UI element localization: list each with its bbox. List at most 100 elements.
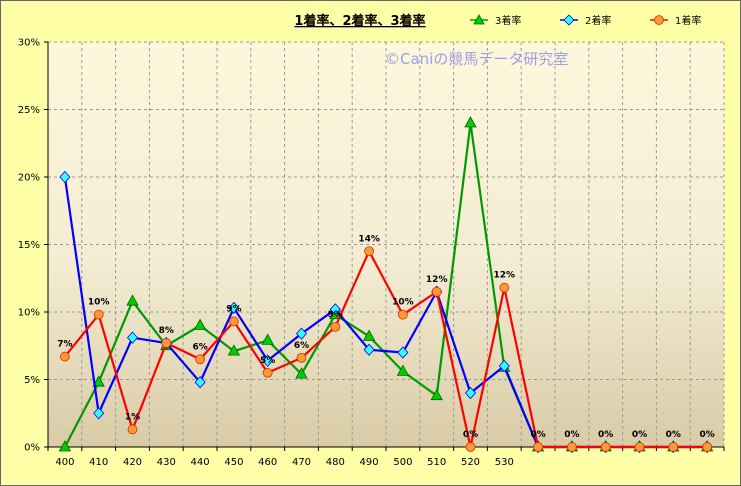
data-label: 6% [192, 342, 207, 352]
x-tick-label: 400 [55, 457, 74, 468]
data-label: 8% [159, 326, 174, 336]
x-tick-label: 470 [292, 457, 311, 468]
x-tick-label: 480 [326, 457, 345, 468]
data-point-triangle [430, 388, 443, 401]
data-point-circle [397, 309, 408, 320]
data-point-circle [93, 309, 104, 320]
data-label: 10% [392, 298, 414, 308]
data-point-diamond [126, 331, 139, 344]
data-point-circle [634, 442, 645, 452]
data-label: 12% [494, 271, 516, 281]
legend-label-2: 2着率 [585, 14, 611, 27]
legend-marker-2 [563, 14, 575, 26]
data-point-triangle [464, 116, 477, 128]
data-point-circle [228, 316, 239, 327]
data-point-triangle [92, 375, 105, 387]
y-tick-label: 10% [18, 308, 40, 319]
data-point-circle [364, 246, 375, 257]
x-tick-label: 530 [495, 457, 514, 468]
data-point-circle [195, 354, 206, 365]
data-point-circle [499, 282, 510, 293]
x-tick-label: 430 [157, 457, 176, 468]
data-label: 9% [226, 304, 241, 314]
data-point-triangle [362, 329, 376, 341]
data-point-circle [567, 442, 577, 452]
legend-label-3: 3着率 [495, 14, 521, 27]
y-tick-label: 30% [18, 38, 40, 49]
legend-marker-3 [473, 14, 485, 25]
data-point-circle [702, 442, 712, 452]
data-point-circle [262, 367, 273, 378]
data-point-triangle [261, 333, 274, 345]
data-label: 12% [426, 275, 448, 285]
data-point-triangle [58, 440, 72, 452]
data-point-diamond [397, 346, 409, 359]
series-group [58, 116, 714, 454]
data-point-diamond [194, 376, 206, 389]
data-point-circle [127, 424, 138, 435]
watermark-text: ©Caniの競馬データ研究室 [385, 50, 568, 68]
data-point-diamond [59, 170, 71, 184]
data-point-circle [668, 442, 679, 452]
y-tick-label: 25% [18, 105, 40, 116]
x-tick-label: 440 [191, 457, 210, 468]
series-line [64, 250, 708, 449]
data-point-triangle [396, 364, 410, 376]
data-point-diamond [329, 303, 341, 316]
x-tick-label: 420 [123, 457, 142, 468]
data-point-diamond [464, 386, 477, 400]
data-point-circle [533, 442, 543, 452]
y-tick-label: 5% [24, 375, 40, 386]
series-2 [60, 246, 712, 452]
data-label: 0% [564, 430, 579, 440]
data-label: 0% [530, 430, 545, 440]
y-tick-label: 20% [18, 173, 40, 184]
x-axis-ticks: 400 410 420 430 440 450 460 470 480 490 500 510 520 5… [47, 447, 725, 468]
data-label: 0% [699, 430, 714, 440]
data-label: 14% [358, 234, 380, 244]
gridlines [48, 41, 725, 447]
data-label: 0% [632, 430, 647, 440]
data-label: 1% [125, 412, 140, 422]
data-point-circle [296, 352, 307, 363]
data-point-circle [60, 351, 70, 362]
data-point-diamond [363, 343, 375, 356]
data-label: 7% [57, 340, 72, 350]
data-point-diamond [498, 359, 510, 373]
data-point-circle [161, 338, 172, 348]
x-tick-label: 450 [224, 457, 243, 468]
y-axis-ticks: 0% 5% 10% 15% 20% 25% 30% [18, 38, 48, 454]
data-label: 0% [463, 430, 478, 440]
data-point-diamond [93, 407, 105, 420]
data-label: 0% [666, 430, 681, 440]
y-tick-label: 15% [18, 240, 40, 251]
data-point-triangle [126, 294, 139, 306]
x-tick-label: 520 [461, 457, 480, 468]
data-point-triangle [193, 318, 207, 330]
x-tick-label: 410 [89, 457, 108, 468]
data-label: 6% [294, 341, 309, 351]
legend-label-1: 1着率 [675, 14, 701, 27]
data-point-diamond [262, 354, 274, 367]
data-label: 5% [260, 356, 275, 366]
x-tick-label: 490 [360, 457, 379, 468]
data-point-circle [600, 442, 611, 452]
x-tick-label: 500 [393, 457, 412, 468]
data-point-circle [431, 286, 442, 297]
chart-title: 1着率、2着率、3着率 [294, 13, 425, 29]
legend: 3着率 2着率 1着率 [470, 14, 701, 27]
data-point-triangle [227, 344, 241, 356]
data-point-diamond [295, 327, 308, 340]
data-point-diamond [228, 301, 240, 315]
data-point-triangle [295, 367, 308, 379]
x-tick-label: 460 [258, 457, 277, 468]
x-tick-label: 510 [427, 457, 446, 468]
data-point-circle [330, 321, 341, 332]
legend-marker-1 [654, 15, 664, 25]
data-label: 10% [88, 298, 110, 308]
data-point-circle [465, 442, 476, 452]
data-labels: 7% 10% 1% 8% 6% 9% 5% 6% 9% 14% 10% 12% 0% 12% 0% 0% 0% 0… [57, 234, 714, 440]
y-tick-label: 0% [24, 443, 40, 454]
